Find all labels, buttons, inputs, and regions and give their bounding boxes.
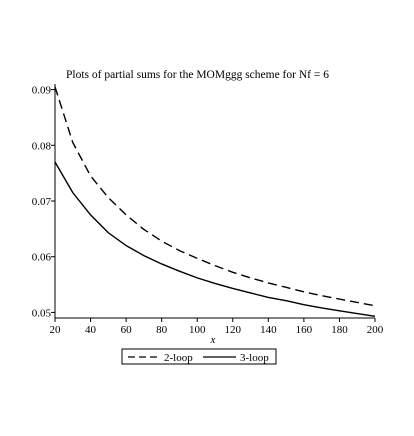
x-tick-label: 180 (331, 324, 348, 336)
legend: 2-loop 3-loop (121, 348, 277, 365)
x-tick-label: 80 (156, 324, 168, 336)
x-axis-label: x (210, 334, 216, 346)
x-axis-ticks: 20 40 60 80 100 120 140 160 180 200 (50, 318, 384, 336)
x-tick-label: 140 (260, 324, 277, 336)
y-axis-ticks: 0.05 0.06 0.07 0.08 0.09 (32, 85, 55, 319)
x-tick-label: 200 (367, 324, 384, 336)
y-tick-label: 0.07 (32, 196, 52, 208)
x-tick-label: 100 (189, 324, 206, 336)
x-tick-label: 20 (50, 324, 62, 336)
legend-label-2-loop: 2-loop (164, 352, 193, 364)
x-tick-label: 40 (85, 324, 97, 336)
series-line-3-loop (54, 161, 376, 318)
chart-title: Plots of partial sums for the MOMggg sch… (66, 69, 329, 81)
y-tick-label: 0.05 (32, 307, 52, 319)
y-tick-label: 0.08 (32, 140, 52, 152)
legend-box (121, 348, 277, 365)
x-tick-label: 160 (296, 324, 313, 336)
x-tick-label: 120 (225, 324, 242, 336)
y-tick-label: 0.06 (32, 252, 52, 264)
series-lines (54, 86, 376, 318)
series-line-2-loop (54, 86, 376, 307)
legend-label-3-loop: 3-loop (240, 352, 269, 364)
x-tick-label: 60 (121, 324, 133, 336)
y-tick-label: 0.09 (32, 85, 52, 97)
